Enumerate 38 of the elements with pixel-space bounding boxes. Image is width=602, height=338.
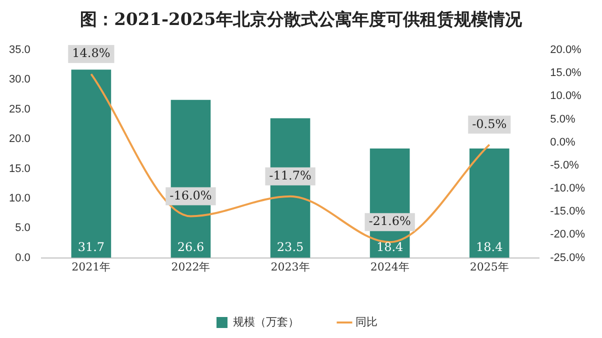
data-label: 18.4 bbox=[476, 240, 504, 254]
data-label: 26.6 bbox=[177, 240, 204, 254]
y-tick-label: 30.0 bbox=[8, 74, 30, 86]
x-tick-label: 2021年 bbox=[72, 260, 111, 274]
bar bbox=[71, 70, 112, 258]
y-tick-label: 10.0 bbox=[8, 192, 30, 204]
data-label: -11.7% bbox=[269, 168, 312, 183]
bar bbox=[469, 148, 510, 258]
y-tick-label: 35.0 bbox=[8, 44, 30, 56]
x-tick-label: 2023年 bbox=[270, 260, 310, 274]
y-tick-label: 15.0 bbox=[8, 162, 30, 175]
x-tick-label: 2024年 bbox=[370, 260, 410, 274]
data-label: -21.6% bbox=[368, 214, 411, 228]
y2-tick-label: -15.0% bbox=[550, 206, 586, 218]
legend-label: 同比 bbox=[356, 315, 378, 328]
y2-tick-label: 0.0% bbox=[550, 136, 576, 148]
y2-tick-label: -20.0% bbox=[550, 228, 586, 241]
y2-tick-label: -5.0% bbox=[550, 159, 580, 172]
y-tick-label: 5.0 bbox=[15, 222, 30, 234]
y-tick-label: 0.0 bbox=[15, 252, 30, 264]
legend-label: 规模（万套） bbox=[233, 315, 299, 328]
y-tick-label: 25.0 bbox=[8, 103, 30, 116]
x-tick-label: 2025年 bbox=[470, 260, 509, 274]
data-label: 23.5 bbox=[276, 240, 304, 254]
y-tick-label: 20.0 bbox=[8, 133, 30, 146]
data-label: 31.7 bbox=[78, 240, 105, 254]
data-label: -0.5% bbox=[472, 116, 507, 131]
data-label: -16.0% bbox=[170, 188, 212, 202]
y2-tick-label: -25.0% bbox=[550, 252, 586, 264]
data-label: 14.8% bbox=[72, 46, 110, 60]
chart-title: 图：2021-2025年北京分散式公寓年度可供租赁规模情况 bbox=[79, 9, 523, 31]
x-tick-label: 2022年 bbox=[171, 260, 210, 274]
y2-tick-label: 15.0% bbox=[550, 67, 582, 80]
y2-tick-label: 10.0% bbox=[550, 90, 582, 102]
y2-tick-label: -10.0% bbox=[550, 182, 586, 195]
y2-tick-label: 20.0% bbox=[550, 44, 582, 56]
data-label: 18.4 bbox=[376, 240, 404, 254]
y2-tick-label: 5.0% bbox=[550, 113, 576, 126]
